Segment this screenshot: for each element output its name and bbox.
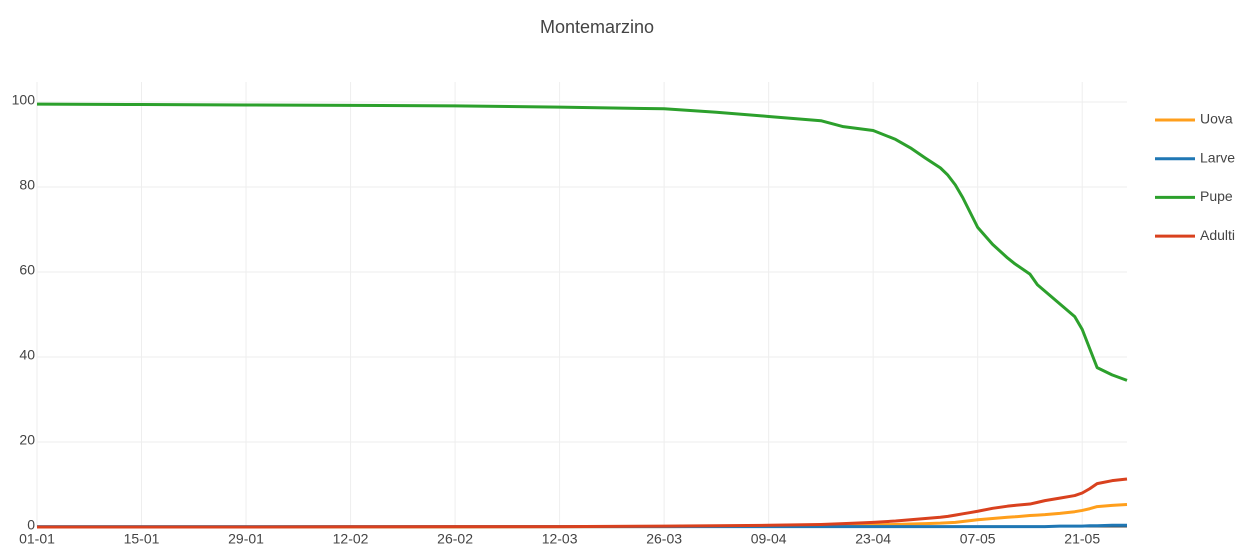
x-tick-label: 29-01 <box>228 531 264 546</box>
series-line <box>36 102 1128 382</box>
y-tick-label: 60 <box>19 262 35 278</box>
y-tick-label: 40 <box>19 347 35 363</box>
legend-label: Pupe <box>1200 188 1233 204</box>
series-line <box>37 502 1128 529</box>
x-tick-label: 21-05 <box>1064 531 1100 546</box>
x-tick-label: 09-04 <box>751 531 787 546</box>
legend-label: Adulti <box>1200 227 1235 243</box>
chart-title: Montemarzino <box>540 17 654 37</box>
series-line <box>37 477 1128 529</box>
x-tick-label: 23-04 <box>855 531 891 546</box>
x-tick-label: 12-02 <box>333 531 369 546</box>
x-tick-label: 07-05 <box>960 531 996 546</box>
x-tick-label: 26-03 <box>646 531 682 546</box>
x-tick-label: 15-01 <box>124 531 160 546</box>
x-tick-label: 01-01 <box>19 531 55 546</box>
y-tick-label: 80 <box>19 177 35 193</box>
x-tick-label: 26-02 <box>437 531 473 546</box>
y-tick-label: 0 <box>27 517 35 533</box>
legend-label: Uova <box>1200 111 1233 127</box>
y-tick-label: 20 <box>19 432 35 448</box>
y-tick-label: 100 <box>12 92 36 108</box>
x-tick-label: 12-03 <box>542 531 578 546</box>
legend-label: Larve <box>1200 149 1235 165</box>
